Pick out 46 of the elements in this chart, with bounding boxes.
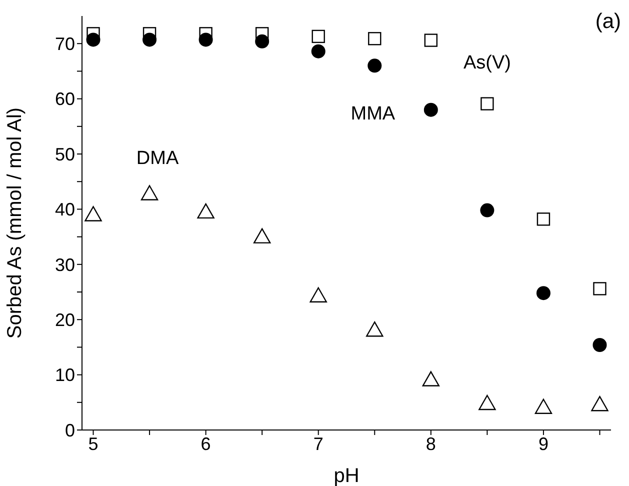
point xyxy=(480,203,494,218)
point xyxy=(534,398,552,414)
point xyxy=(255,34,270,48)
point xyxy=(593,282,606,296)
point xyxy=(424,34,438,47)
x-tick-label: 5 xyxy=(88,434,98,454)
point xyxy=(368,32,382,46)
point xyxy=(197,203,214,219)
point xyxy=(310,287,327,302)
point xyxy=(536,286,550,300)
point xyxy=(368,58,382,73)
point xyxy=(480,97,494,110)
y-tick-label: 20 xyxy=(54,310,75,330)
point xyxy=(592,338,607,352)
point xyxy=(198,32,213,47)
point xyxy=(253,228,271,244)
point xyxy=(142,32,157,47)
point xyxy=(478,394,496,410)
y-tick-label: 0 xyxy=(64,420,75,440)
x-tick-label: 8 xyxy=(426,434,436,454)
x-tick-label: 9 xyxy=(538,434,548,454)
y-tick-label: 60 xyxy=(54,89,75,110)
point xyxy=(311,44,326,58)
series-label: MMA xyxy=(350,103,396,124)
x-axis-title: pH xyxy=(334,465,360,486)
point xyxy=(422,371,440,386)
annotation: (a) xyxy=(595,10,621,34)
y-tick-label: 30 xyxy=(54,254,75,275)
point xyxy=(255,27,269,40)
x-tick-label: 7 xyxy=(313,434,324,454)
point xyxy=(424,102,438,117)
series-label: DMA xyxy=(136,148,179,170)
point xyxy=(140,185,158,200)
x-tick-label: 6 xyxy=(200,434,211,454)
y-tick-label: 40 xyxy=(54,200,75,220)
point xyxy=(86,32,100,47)
y-tick-label: 10 xyxy=(54,365,75,386)
point xyxy=(536,212,550,226)
y-tick-label: 50 xyxy=(54,144,75,164)
y-axis-title: Sorbed As (mmol / mol Al) xyxy=(4,107,26,339)
y-tick-label: 70 xyxy=(54,34,75,54)
point xyxy=(366,321,384,337)
point xyxy=(312,30,325,44)
point xyxy=(591,396,608,412)
series-label: As(V) xyxy=(463,52,511,74)
point xyxy=(84,206,102,222)
